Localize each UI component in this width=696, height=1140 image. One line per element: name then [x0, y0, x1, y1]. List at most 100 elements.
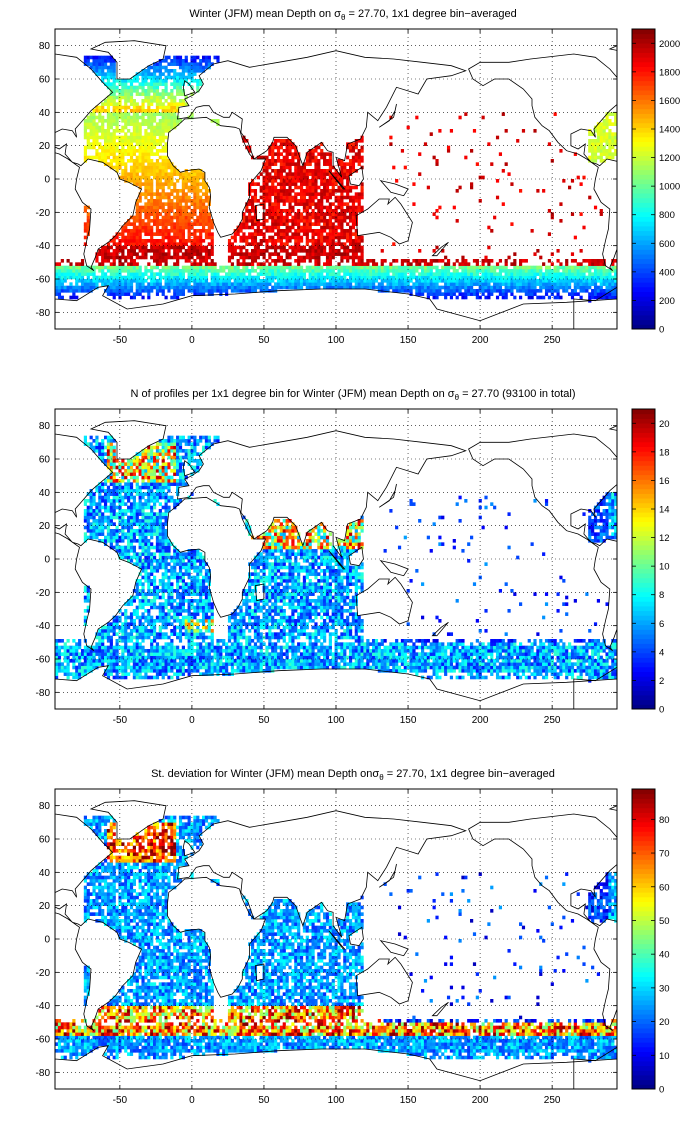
- heatmap-cell: [325, 219, 330, 223]
- heatmap-cell: [343, 249, 347, 253]
- heatmap-cell: [118, 112, 122, 116]
- heatmap-cell: [291, 222, 295, 226]
- heatmap-cell: [328, 245, 332, 250]
- heatmap-cell: [127, 122, 131, 126]
- heatmap-cell: [216, 275, 220, 280]
- heatmap-cell: [521, 129, 526, 133]
- heatmap-cell: [248, 252, 252, 256]
- heatmap-cell: [196, 215, 200, 220]
- colorbar-segment: [632, 99, 655, 105]
- x-tick-label: 50: [258, 335, 270, 346]
- heatmap-cell: [245, 222, 249, 226]
- heatmap-cell: [317, 219, 321, 223]
- heatmap-cell: [348, 229, 353, 233]
- heatmap-cell: [86, 215, 90, 220]
- heatmap-cell: [351, 162, 356, 166]
- heatmap-cell: [155, 172, 160, 176]
- heatmap-cell: [190, 232, 194, 236]
- heatmap-cell: [95, 55, 99, 60]
- heatmap-cell: [383, 272, 387, 276]
- heatmap-cell: [138, 122, 142, 126]
- heatmap-cell: [204, 282, 209, 286]
- heatmap-cell: [69, 649, 73, 653]
- heatmap-cell: [271, 229, 275, 233]
- heatmap-cell: [170, 125, 174, 130]
- heatmap-cell: [144, 72, 148, 76]
- heatmap-cell: [305, 152, 309, 156]
- heatmap-cell: [354, 279, 358, 283]
- heatmap-cell: [158, 242, 162, 246]
- heatmap-cell: [173, 115, 177, 120]
- heatmap-cell: [80, 285, 85, 290]
- heatmap-cell: [400, 285, 405, 290]
- heatmap-cell: [279, 282, 283, 286]
- heatmap-cell: [282, 192, 286, 196]
- heatmap-cell: [461, 262, 465, 266]
- heatmap-cell: [351, 245, 356, 250]
- heatmap-cell: [311, 239, 315, 243]
- heatmap-cell: [118, 149, 122, 153]
- heatmap-cell: [271, 209, 275, 213]
- heatmap-cell: [204, 269, 209, 273]
- heatmap-cell: [144, 192, 148, 196]
- heatmap-cell: [265, 172, 269, 176]
- heatmap-cell: [320, 192, 324, 196]
- heatmap-cell: [553, 269, 557, 273]
- heatmap-cell: [320, 169, 324, 173]
- heatmap-cell: [305, 269, 309, 273]
- heatmap-cell: [201, 292, 206, 296]
- heatmap-cell: [92, 109, 96, 113]
- heatmap-cell: [83, 122, 87, 126]
- heatmap-cell: [103, 462, 108, 466]
- heatmap-cell: [170, 59, 174, 63]
- heatmap-cell: [150, 145, 154, 150]
- heatmap-cell: [132, 279, 136, 283]
- heatmap-cell: [400, 149, 405, 153]
- heatmap-cell: [83, 279, 87, 283]
- heatmap-cell: [103, 645, 108, 650]
- heatmap-cell: [233, 275, 237, 280]
- heatmap-cell: [348, 165, 353, 170]
- heatmap-cell: [271, 152, 275, 156]
- heatmap-cell: [173, 102, 177, 106]
- heatmap-cell: [444, 282, 448, 286]
- heatmap-cell: [380, 272, 384, 276]
- heatmap-cell: [101, 459, 105, 463]
- heatmap-cell: [155, 109, 160, 113]
- heatmap-cell: [248, 282, 252, 286]
- heatmap-cell: [351, 199, 356, 203]
- heatmap-cell: [279, 255, 283, 260]
- heatmap-cell: [204, 249, 209, 253]
- heatmap-cell: [187, 205, 191, 210]
- heatmap-cell: [299, 259, 304, 263]
- heatmap-cell: [317, 249, 321, 253]
- heatmap-cell: [101, 649, 105, 653]
- heatmap-cell: [135, 165, 139, 170]
- heatmap-cell: [147, 75, 151, 80]
- heatmap-cell: [579, 275, 583, 280]
- heatmap-cell: [98, 279, 102, 283]
- heatmap-cell: [325, 199, 330, 203]
- heatmap-cell: [340, 162, 344, 166]
- heatmap-cell: [193, 235, 197, 240]
- heatmap-cell: [158, 135, 162, 140]
- heatmap-cell: [55, 289, 59, 293]
- heatmap-cell: [124, 149, 128, 153]
- heatmap-cell: [317, 239, 321, 243]
- heatmap-cell: [98, 275, 102, 280]
- heatmap-cell: [184, 239, 188, 243]
- heatmap-cell: [340, 209, 344, 213]
- heatmap-cell: [481, 269, 485, 273]
- heatmap-cell: [331, 255, 335, 260]
- heatmap-cell: [323, 205, 327, 210]
- heatmap-cell: [118, 162, 122, 166]
- heatmap-cell: [297, 255, 301, 260]
- heatmap-cell: [106, 292, 111, 296]
- heatmap-cell: [446, 279, 451, 283]
- heatmap-cell: [302, 202, 307, 206]
- heatmap-cell: [562, 275, 566, 280]
- heatmap-cell: [547, 285, 552, 290]
- heatmap-cell: [487, 245, 491, 250]
- heatmap-cell: [204, 289, 209, 293]
- heatmap-cell: [150, 82, 154, 86]
